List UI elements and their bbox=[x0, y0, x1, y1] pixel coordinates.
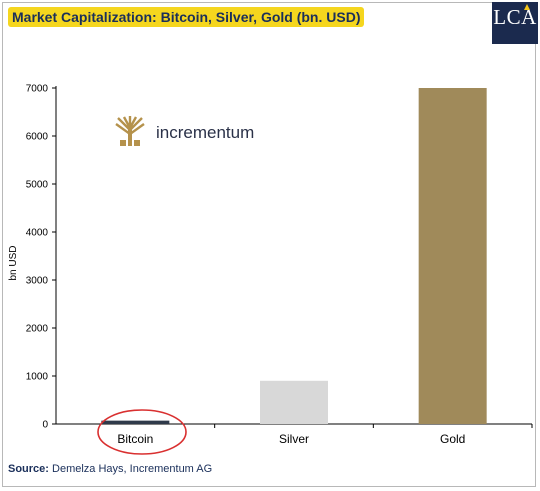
bar-bitcoin bbox=[101, 420, 170, 424]
y-tick-label: 3000 bbox=[26, 276, 49, 287]
logo-wordmark: incrementum bbox=[156, 123, 254, 142]
bars bbox=[101, 88, 487, 424]
y-tick-label: 0 bbox=[42, 420, 48, 431]
y-axis-label: bn USD bbox=[8, 245, 19, 280]
lca-watermark: LCA bbox=[492, 2, 538, 44]
x-tick-label-silver: Silver bbox=[279, 432, 309, 446]
y-tick-label: 6000 bbox=[26, 132, 49, 143]
y-tick-label: 1000 bbox=[26, 372, 49, 383]
y-tick-label: 2000 bbox=[26, 324, 49, 335]
y-tick-label: 4000 bbox=[26, 228, 49, 239]
x-tick-label-bitcoin: Bitcoin bbox=[117, 432, 153, 446]
bitcoin-highlight-circle bbox=[97, 409, 187, 455]
source-text: Demelza Hays, Incrementum AG bbox=[48, 463, 213, 475]
y-tick-label: 7000 bbox=[26, 84, 49, 95]
source-label: Source: bbox=[8, 463, 49, 475]
x-tick-label-gold: Gold bbox=[440, 432, 465, 446]
tree-icon bbox=[114, 116, 146, 147]
x-tick-labels: Bitcoin Silver Gold bbox=[117, 424, 533, 446]
bar-gold bbox=[418, 88, 487, 424]
lca-accent-icon bbox=[524, 4, 530, 10]
y-tick-label: 5000 bbox=[26, 180, 49, 191]
incrementum-logo: incrementum bbox=[114, 116, 254, 147]
bar-silver bbox=[260, 380, 328, 424]
source-note: Source: Demelza Hays, Incrementum AG bbox=[8, 463, 212, 475]
chart-title: Market Capitalization: Bitcoin, Silver, … bbox=[8, 7, 365, 27]
